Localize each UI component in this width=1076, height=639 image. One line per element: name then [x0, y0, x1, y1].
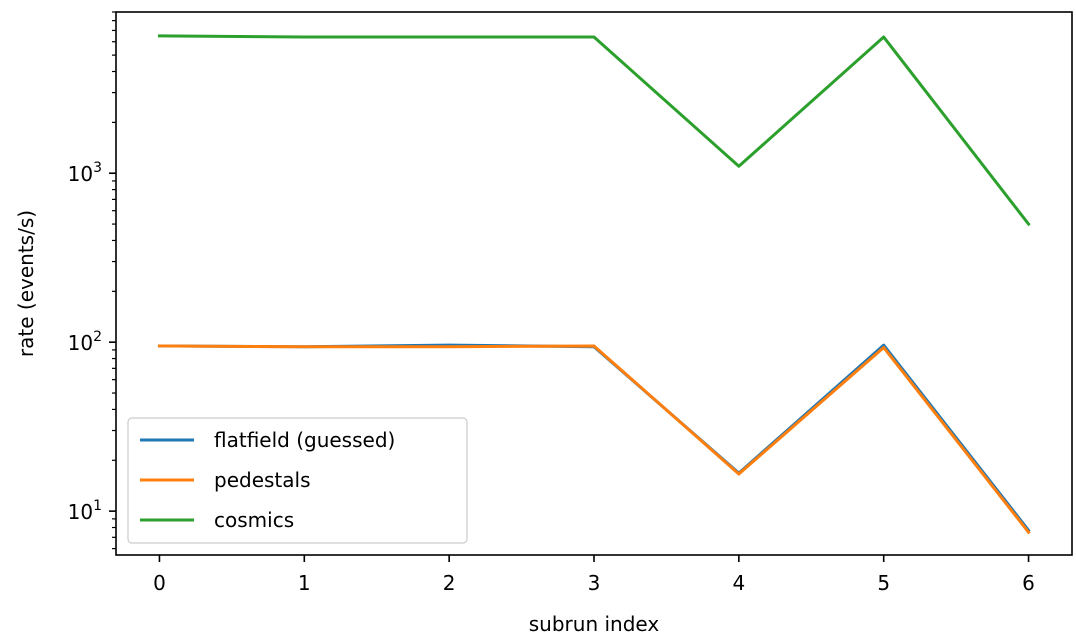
x-tick-label: 2	[443, 571, 456, 595]
plot-marks	[157, 34, 1031, 535]
y-tick-label: 103	[68, 160, 102, 186]
series-line-2	[157, 34, 1031, 227]
legend-label-0: flatfield (guessed)	[214, 428, 395, 452]
y-axis-label: rate (events/s)	[14, 210, 38, 357]
y-tick-label: 101	[68, 498, 102, 524]
x-tick-label: 6	[1022, 571, 1035, 595]
x-tick-label: 0	[153, 571, 166, 595]
legend-label-2: cosmics	[214, 508, 294, 532]
x-axis-label: subrun index	[529, 612, 660, 636]
legend: flatfield (guessed) pedestals cosmics	[127, 417, 468, 544]
x-tick-label: 1	[298, 571, 311, 595]
x-tick-label: 5	[877, 571, 890, 595]
x-tick-label: 4	[732, 571, 745, 595]
y-tick-label: 102	[68, 329, 102, 355]
x-tick-label: 3	[588, 571, 601, 595]
axes: 0 1 2 3 4 5 6 101 102 103	[68, 11, 1073, 595]
legend-box	[127, 417, 468, 544]
series-line-1	[157, 344, 1031, 535]
legend-label-1: pedestals	[214, 468, 311, 492]
